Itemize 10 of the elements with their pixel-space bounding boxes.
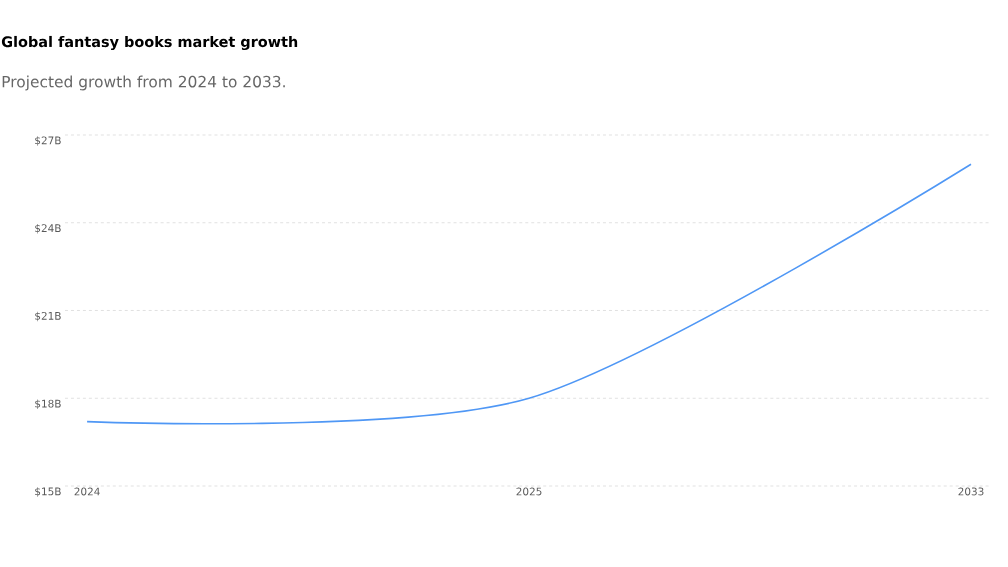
chart-subtitle: Projected growth from 2024 to 2033.: [2, 75, 285, 91]
y-tick-label: $21B: [35, 311, 61, 322]
y-tick-label: $18B: [35, 399, 61, 409]
x-tick-label: 2024: [74, 487, 100, 496]
chart-title: Global fantasy books market growth: [1, 35, 298, 51]
y-tick-label: $24B: [35, 224, 61, 234]
y-tick-label: $27B: [35, 136, 61, 146]
y-tick-label: $15B: [35, 487, 61, 497]
x-tick-label: 2025: [516, 487, 542, 496]
x-tick-label: 2033: [958, 487, 984, 496]
